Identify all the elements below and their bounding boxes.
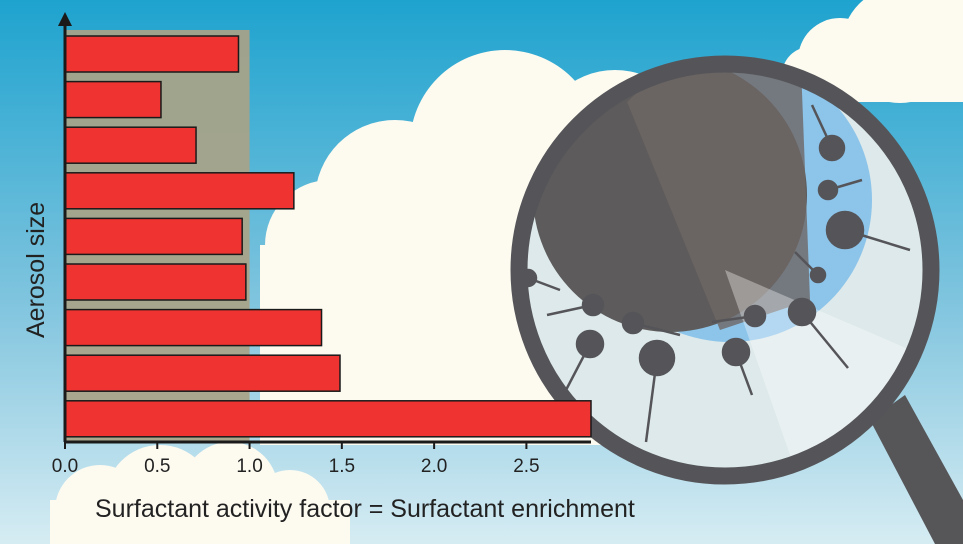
y-axis-label: Aerosol size: [22, 202, 50, 338]
y-axis-arrow: [58, 12, 72, 26]
bar-5: [64, 217, 243, 256]
magnifying-glass-icon: [510, 55, 963, 544]
x-tick-label-0: 0.0: [52, 456, 78, 477]
lens-ring: [510, 55, 940, 485]
x-tick-label-1: 0.5: [144, 456, 170, 477]
bars: [64, 35, 592, 438]
bar-7: [64, 308, 323, 347]
plot-area: 0.0 0.5 1.0 1.5 2.0 2.5 Surfactant activity f…: [22, 12, 635, 523]
x-tick-label-2: 1.0: [236, 456, 262, 477]
surfactant-particles: [519, 104, 911, 443]
x-tick-label-3: 1.5: [329, 456, 355, 477]
x-tick-label-4: 2.0: [421, 456, 447, 477]
lens-glare: [725, 270, 931, 476]
x-tick-label-5: 2.5: [513, 456, 539, 477]
bar-4: [64, 172, 295, 210]
bar-9: [64, 400, 592, 438]
lens-contents: [519, 64, 931, 476]
x-axis-label: Surfactant activity factor = Surfactant …: [95, 495, 635, 523]
bar-3: [64, 126, 197, 164]
x-ticks: 0.0 0.5 1.0 1.5 2.0 2.5: [52, 442, 540, 477]
bar-2: [64, 80, 162, 119]
magnifier-handle: [870, 395, 963, 544]
bar-8: [64, 354, 341, 392]
bar-6: [64, 263, 247, 301]
cloud-bottom-left: [50, 442, 350, 544]
bar-1: [64, 35, 240, 73]
